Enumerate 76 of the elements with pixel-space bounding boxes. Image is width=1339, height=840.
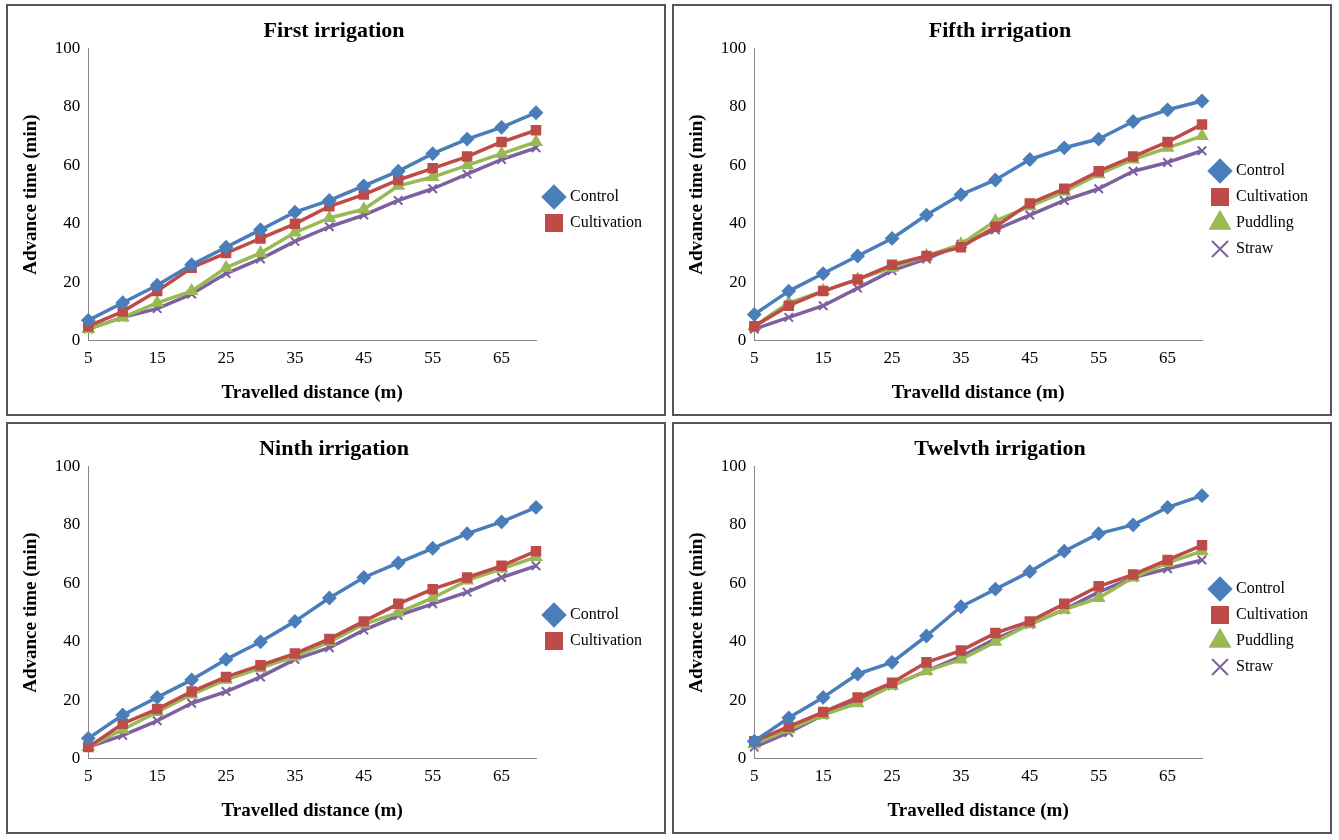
- x-tick-label: 15: [148, 348, 166, 368]
- x-tick-label: 65: [1159, 348, 1177, 368]
- x-tick-label: 65: [493, 348, 511, 368]
- x-tick-label: 25: [883, 348, 901, 368]
- y-tick-label: 20: [729, 689, 747, 709]
- y-axis-title: Advance time (min): [685, 114, 708, 275]
- x-tick-label: 45: [1021, 766, 1039, 786]
- x-tick-label: 35: [952, 348, 970, 368]
- legend-label: Puddling: [1236, 631, 1294, 650]
- legend-label: Puddling: [1236, 213, 1294, 232]
- y-tick-label: 60: [729, 154, 747, 174]
- x-tick-label: 5: [750, 348, 759, 368]
- x-tick-label: 55: [424, 766, 442, 786]
- x-tick-label: 15: [148, 766, 166, 786]
- legend-label: Control: [1236, 579, 1286, 597]
- x-axis-title: Travelled distance (m): [221, 380, 403, 403]
- y-tick-label: 80: [63, 96, 81, 116]
- x-tick-label: 65: [1159, 766, 1177, 786]
- y-tick-label: 100: [720, 455, 747, 475]
- x-tick-label: 35: [286, 348, 304, 368]
- legend-label: Control: [570, 605, 620, 623]
- y-tick-label: 40: [729, 631, 747, 651]
- y-tick-label: 40: [63, 631, 81, 651]
- x-tick-label: 15: [814, 766, 832, 786]
- y-tick-label: 80: [729, 514, 747, 534]
- y-tick-label: 0: [71, 330, 81, 350]
- y-tick-label: 100: [54, 455, 81, 475]
- y-tick-label: 100: [720, 37, 747, 57]
- x-axis-title: Travelld distance (m): [891, 380, 1065, 403]
- chart-title: Ninth irrigation: [259, 434, 409, 460]
- x-tick-label: 45: [1021, 348, 1039, 368]
- x-tick-label: 55: [424, 348, 442, 368]
- x-tick-label: 5: [84, 348, 93, 368]
- y-axis-title: Advance time (min): [19, 532, 42, 693]
- y-tick-label: 60: [729, 572, 747, 592]
- y-tick-label: 40: [729, 213, 747, 233]
- legend-label: Control: [570, 187, 620, 205]
- x-axis-title: Travelled distance (m): [887, 798, 1069, 821]
- legend-label: Cultivation: [570, 213, 642, 231]
- y-tick-label: 20: [63, 689, 81, 709]
- x-tick-label: 45: [355, 348, 373, 368]
- legend-label: Straw: [1236, 239, 1274, 257]
- y-tick-label: 20: [63, 271, 81, 291]
- y-tick-label: 0: [737, 330, 747, 350]
- x-tick-label: 45: [355, 766, 373, 786]
- x-tick-label: 5: [84, 766, 93, 786]
- y-tick-label: 60: [63, 154, 81, 174]
- legend-label: Cultivation: [1236, 187, 1308, 205]
- chart-title: Fifth irrigation: [928, 16, 1072, 42]
- x-tick-label: 35: [952, 766, 970, 786]
- chart-title: Twelvth irrigation: [914, 434, 1086, 460]
- x-tick-label: 55: [1090, 766, 1108, 786]
- x-tick-label: 15: [814, 348, 832, 368]
- x-tick-label: 25: [217, 766, 235, 786]
- y-tick-label: 20: [729, 271, 747, 291]
- x-tick-label: 5: [750, 766, 759, 786]
- chart-title: First irrigation: [263, 16, 405, 42]
- y-tick-label: 100: [54, 37, 81, 57]
- legend-label: Cultivation: [570, 631, 642, 649]
- y-tick-label: 40: [63, 213, 81, 233]
- y-tick-label: 0: [737, 748, 747, 768]
- legend-label: Cultivation: [1236, 605, 1308, 623]
- x-tick-label: 55: [1090, 348, 1108, 368]
- y-tick-label: 0: [71, 748, 81, 768]
- y-axis-title: Advance time (min): [685, 532, 708, 693]
- x-axis-title: Travelled distance (m): [221, 798, 403, 821]
- legend-label: Control: [1236, 161, 1286, 179]
- y-axis-title: Advance time (min): [19, 114, 42, 275]
- y-tick-label: 80: [729, 96, 747, 116]
- y-tick-label: 60: [63, 572, 81, 592]
- x-tick-label: 35: [286, 766, 304, 786]
- x-tick-label: 65: [493, 766, 511, 786]
- x-tick-label: 25: [217, 348, 235, 368]
- legend-label: Straw: [1236, 657, 1274, 675]
- x-tick-label: 25: [883, 766, 901, 786]
- y-tick-label: 80: [63, 514, 81, 534]
